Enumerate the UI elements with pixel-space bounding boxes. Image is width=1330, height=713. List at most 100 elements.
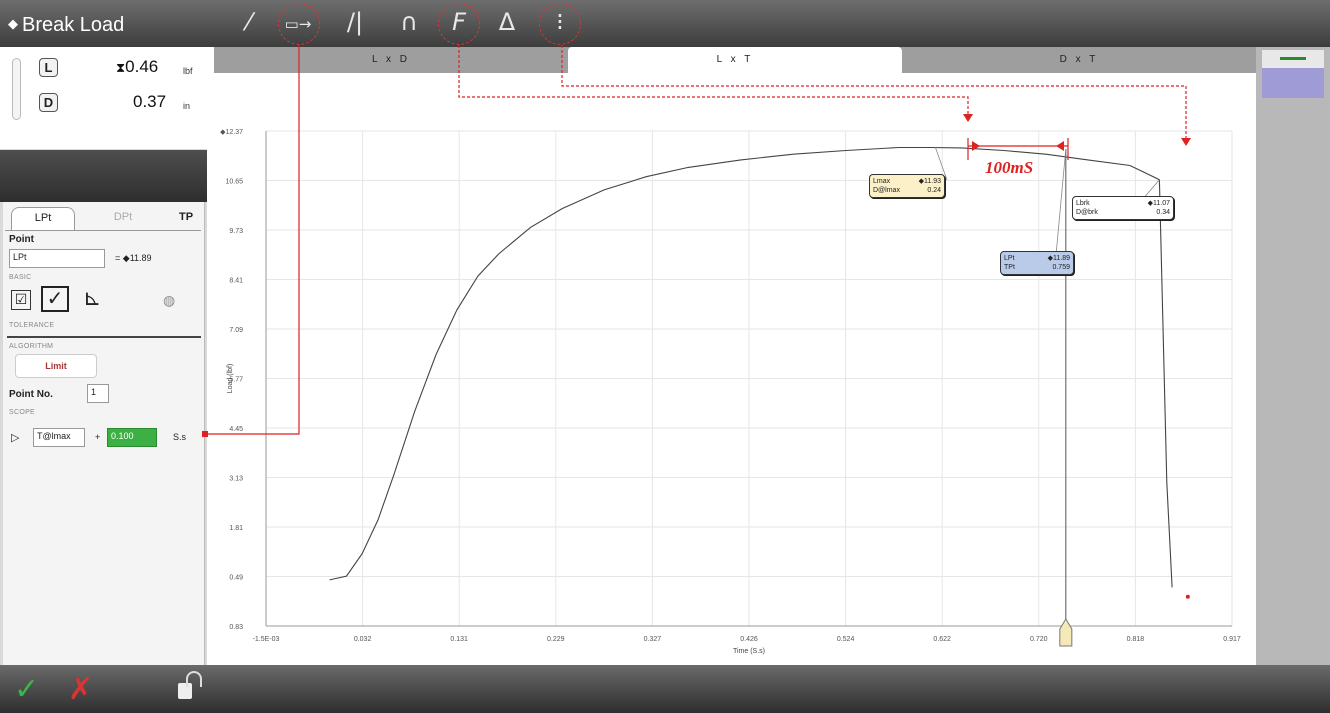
series-line-load bbox=[329, 146, 1173, 588]
x-tick-label: 0.622 bbox=[933, 636, 951, 643]
chip-load: L bbox=[39, 58, 58, 77]
point-name-field[interactable]: LPt bbox=[9, 249, 105, 268]
pen-tool-icon[interactable]: ⁄ bbox=[246, 8, 251, 36]
callout-lbrk[interactable]: Lbrk ◆11.07 D@brk 0.34 bbox=[1072, 196, 1174, 220]
y-tick-label: 8.41 bbox=[229, 278, 243, 285]
callout-tpt-label: TPt bbox=[1004, 264, 1015, 271]
expand-triangle-icon[interactable]: ▷ bbox=[11, 432, 20, 444]
y-tick-label: 9.73 bbox=[229, 228, 243, 235]
annotation-leader bbox=[561, 45, 1187, 140]
tab-load-vs-time[interactable]: L x T bbox=[568, 47, 902, 73]
point-value: = ◆11.89 bbox=[115, 253, 152, 263]
point-no-field[interactable]: 1 bbox=[87, 384, 109, 403]
displacement-unit: in bbox=[183, 101, 191, 111]
annotation-endpoint bbox=[202, 431, 208, 437]
graph-check-icon[interactable]: ⊾ bbox=[83, 285, 102, 310]
scope-unit: S.s bbox=[173, 432, 187, 442]
readout-slider[interactable] bbox=[12, 58, 21, 120]
load-unit: lbf bbox=[183, 66, 193, 76]
displacement-value: 0.37 bbox=[133, 92, 167, 111]
callout-dbrk-label: D@brk bbox=[1076, 209, 1098, 216]
tab-tp[interactable]: TP bbox=[178, 211, 194, 223]
title-bar bbox=[0, 0, 1330, 47]
callout-lmax-value: ◆11.93 bbox=[918, 178, 941, 185]
annotation-arrowhead bbox=[972, 141, 980, 151]
check-icon[interactable]: ✓ bbox=[41, 286, 69, 312]
annotation-leader bbox=[458, 45, 969, 116]
chip-displacement: D bbox=[39, 93, 58, 112]
readout-panel bbox=[0, 47, 207, 149]
annotation-arrowhead bbox=[963, 114, 973, 122]
x-tick-label: 0.818 bbox=[1127, 636, 1145, 643]
x-tick-label: 0.917 bbox=[1223, 636, 1241, 643]
point-value-text: 11.89 bbox=[129, 253, 152, 263]
y-tick-label: 10.65 bbox=[225, 179, 243, 186]
globe-icon[interactable]: ◍ bbox=[163, 292, 176, 308]
annotation-arrowhead bbox=[1181, 138, 1191, 146]
x-tick-label: 0.426 bbox=[740, 636, 758, 643]
reject-x-icon[interactable]: ✗ bbox=[68, 673, 94, 706]
tab-underline bbox=[5, 230, 201, 231]
y-tick-label: 1.81 bbox=[229, 525, 243, 532]
annotation-circle bbox=[438, 3, 480, 45]
break-end-marker bbox=[1185, 594, 1190, 599]
test-title: Break Load bbox=[22, 14, 125, 36]
callout-leader bbox=[935, 147, 948, 181]
divider bbox=[7, 336, 201, 338]
tab-lpt[interactable]: LPt bbox=[11, 207, 75, 231]
chart-tab-bar: L x D L x T D x T bbox=[214, 47, 1256, 73]
bottom-bar bbox=[0, 665, 1330, 713]
section-algorithm: ALGORITHM bbox=[9, 343, 54, 350]
x-tick-label: 0.131 bbox=[450, 636, 468, 643]
chart-area[interactable]: -1.5E-03 0.032 0.131 0.229 0.327 0.426 0.524 0.… bbox=[214, 73, 1256, 665]
cursor-handle bbox=[1059, 618, 1073, 647]
results-green-bar bbox=[1280, 57, 1306, 60]
callout-lmax[interactable]: Lmax ◆11.93 D@lmax 0.24 bbox=[869, 174, 945, 198]
unlock-icon[interactable] bbox=[178, 683, 192, 699]
x-tick-label: -1.5E-03 bbox=[253, 636, 280, 643]
tab-dpt[interactable]: DPt bbox=[113, 211, 133, 223]
algorithm-selector[interactable]: Limit bbox=[15, 354, 97, 378]
annotation-leader bbox=[205, 45, 300, 435]
callout-lpt-label: LPt bbox=[1004, 255, 1015, 262]
section-basic: BASIC bbox=[9, 274, 32, 281]
annotation-label: 100mS bbox=[985, 158, 1034, 177]
delta-tool-icon[interactable]: Δ bbox=[498, 8, 516, 36]
panel-divider bbox=[0, 150, 207, 202]
x-tick-label: 0.032 bbox=[354, 636, 372, 643]
callout-lmax-label: Lmax bbox=[873, 178, 891, 185]
scope-reference-field[interactable]: T@lmax bbox=[33, 428, 85, 447]
annotation-span bbox=[967, 138, 1069, 160]
point-panel: LPt DPt TP Point LPt = ◆11.89 BASIC ☑ ✓ … bbox=[3, 202, 205, 665]
annotation-circle bbox=[278, 3, 320, 45]
y-axis-label: Load (lbf) bbox=[227, 364, 234, 394]
test-selector[interactable]: ◆ Break Load bbox=[8, 14, 124, 37]
y-tick-label: 5.77 bbox=[229, 377, 243, 384]
y-tick-label: ◆12.37 bbox=[220, 129, 243, 136]
section-tolerance: TOLERANCE bbox=[9, 322, 55, 329]
right-strip bbox=[1256, 47, 1330, 665]
y-tick-label: 3.13 bbox=[229, 476, 243, 483]
callout-leader bbox=[1055, 148, 1067, 256]
tab-displacement-vs-time[interactable]: D x T bbox=[1059, 54, 1099, 65]
updown-chevron-icon: ◆ bbox=[8, 16, 18, 31]
annotation-circle bbox=[539, 3, 581, 45]
result-row-selected[interactable] bbox=[1262, 68, 1324, 98]
callout-lpt[interactable]: LPt ◆11.89 TPt 0.759 bbox=[1000, 251, 1074, 275]
point-no-label: Point No. bbox=[9, 389, 53, 400]
y-tick-label: 0.49 bbox=[229, 575, 243, 582]
callout-lpt-value: ◆11.89 bbox=[1047, 255, 1070, 262]
tab-load-vs-displacement[interactable]: L x D bbox=[372, 54, 410, 65]
checklist-icon[interactable]: ☑ bbox=[11, 290, 31, 310]
callout-tpt-value: 0.759 bbox=[1052, 264, 1070, 271]
accept-check-icon[interactable]: ✓ bbox=[14, 673, 40, 706]
x-tick-label: 0.720 bbox=[1030, 636, 1048, 643]
callout-lbrk-label: Lbrk bbox=[1076, 200, 1090, 207]
load-value: 0.46 bbox=[125, 57, 159, 76]
peak-tool-icon[interactable]: ∩ bbox=[400, 8, 418, 36]
y-tick-label: 4.45 bbox=[229, 426, 243, 433]
scope-plus: + bbox=[95, 432, 101, 442]
scope-offset-field[interactable]: 0.100 bbox=[107, 428, 157, 447]
rise-tool-icon[interactable]: ∕| bbox=[346, 8, 364, 36]
